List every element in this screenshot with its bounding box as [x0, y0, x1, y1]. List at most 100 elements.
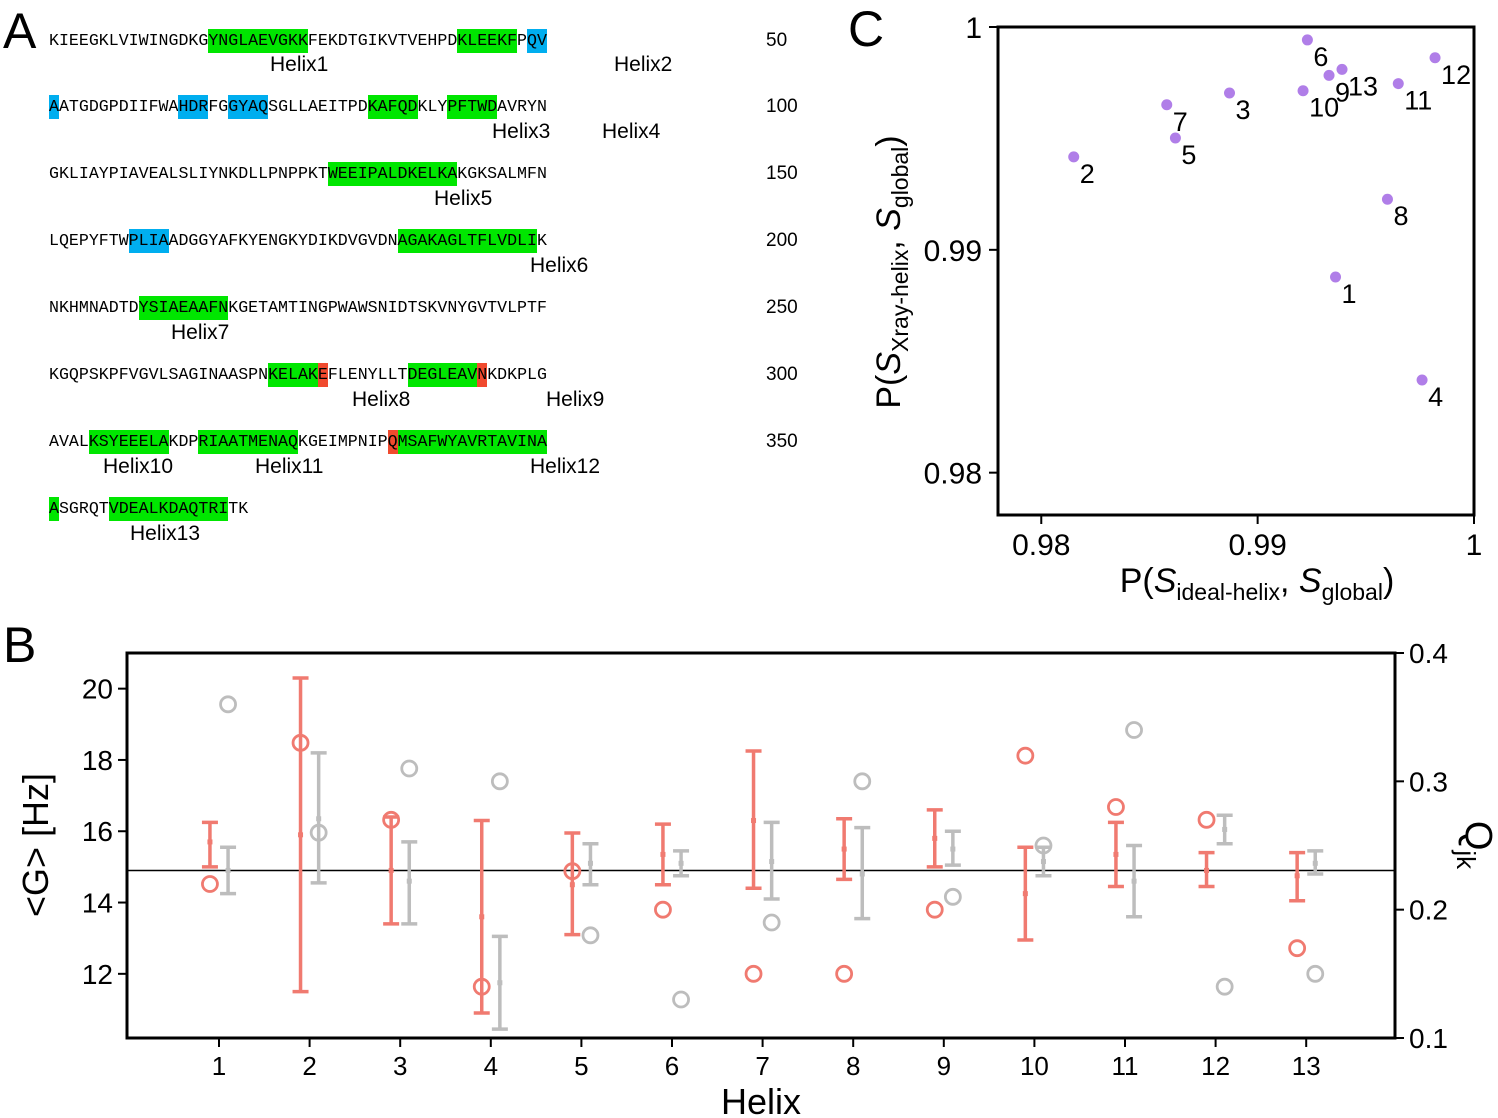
q-marker — [744, 964, 763, 983]
seq-segment: KDKPLG — [487, 365, 547, 384]
q-marker — [853, 772, 872, 791]
plot-frame-b — [125, 651, 1397, 1040]
seq-segment-helix: KAFQD — [367, 95, 418, 119]
helix-label-3: Helix3 — [492, 120, 551, 143]
x-tick-label-c: 0.99 — [1228, 529, 1286, 562]
q-marker — [762, 913, 781, 932]
x-tick-label-b: 12 — [1201, 1051, 1230, 1081]
helix-label-6: Helix6 — [530, 254, 589, 277]
error-bar — [491, 934, 508, 1031]
seq-segment: AVAL — [49, 432, 89, 451]
sequence-line: AVALKSYEEELAKDPRIAATMENAQKGEIMPNIPQMSAFW… — [49, 430, 547, 454]
sequence-panel: KIEEGKLVIWINGDKGYNGLAEVGKKFEKDTGIKVTVEHP… — [0, 0, 840, 560]
scatter-point — [1161, 99, 1173, 111]
point-label: 6 — [1313, 42, 1328, 72]
y-axis-label-c: P(SXray-helix, Sglobal) — [870, 135, 913, 408]
scatter-point — [1392, 78, 1404, 90]
error-bar — [473, 818, 490, 1015]
point-label: 8 — [1393, 201, 1408, 231]
point-label: 10 — [1309, 93, 1339, 123]
y-left-tick-label-b: 18 — [82, 745, 113, 776]
error-bar — [763, 820, 780, 901]
sequence-number: 50 — [766, 30, 788, 51]
point-label: 3 — [1236, 95, 1251, 125]
helix-label-7: Helix7 — [171, 321, 230, 344]
sequence-line: GKLIAYPIAVEALSLIYNKDLLPNPPKTWEEIPALDKELK… — [49, 162, 547, 186]
scatter-point — [1381, 193, 1393, 205]
seq-segment: KGQPSKPFVGVLSAGINAASPN — [49, 365, 269, 384]
q-marker — [490, 772, 509, 791]
error-bar — [673, 849, 690, 878]
sequence-line: KIEEGKLVIWINGDKGYNGLAEVGKKFEKDTGIKVTVEHP… — [49, 29, 547, 53]
seq-segment: KLY — [417, 97, 448, 116]
x-tick-label-b: 11 — [1112, 1051, 1139, 1081]
point-label: 4 — [1428, 382, 1443, 412]
error-bar — [310, 751, 327, 885]
error-bar — [401, 840, 418, 926]
scatter-point — [1323, 69, 1335, 81]
helix-label-4: Helix4 — [602, 120, 661, 143]
x-tick-label-b: 7 — [755, 1051, 769, 1081]
point-label: 2 — [1080, 159, 1095, 189]
seq-segment-helix: DEGLEAV — [407, 363, 478, 387]
q-marker — [1288, 939, 1307, 958]
seq-segment: KGETAMTINGPWAWSNIDTSKVNYGVTVLPTF — [228, 298, 547, 317]
q-marker — [472, 977, 491, 996]
q-marker — [201, 875, 219, 893]
seq-segment: NKHMNADTD — [49, 298, 139, 317]
x-tick-label-b: 13 — [1292, 1051, 1321, 1081]
sequence-number: 250 — [766, 297, 798, 318]
q-marker — [1125, 721, 1143, 739]
q-marker — [219, 695, 237, 714]
sequence-line: KGQPSKPFVGVLSAGINAASPNKELAKEFLENYLLTDEGL… — [49, 363, 547, 387]
point-label: 7 — [1173, 107, 1188, 137]
seq-segment-red: N — [477, 363, 488, 387]
seq-segment-helix: PFTWD — [447, 95, 498, 119]
q-marker — [1016, 746, 1035, 765]
sequence-number: 100 — [766, 96, 798, 117]
x-tick-label-c: 1 — [1466, 529, 1483, 562]
y-left-tick-label-b: 20 — [82, 674, 113, 705]
helix-label-8: Helix8 — [352, 388, 411, 411]
q-marker — [382, 810, 401, 829]
x-tick-label-b: 4 — [484, 1051, 498, 1081]
scatter-point — [1068, 151, 1080, 163]
x-tick-label-b: 1 — [212, 1051, 226, 1081]
q-marker — [563, 862, 582, 881]
seq-segment: K — [536, 231, 547, 250]
y-right-tick-label-b: 0.4 — [1409, 638, 1448, 669]
q-marker — [654, 900, 672, 919]
seq-segment-helix: AGAKAGLTFLVDLI — [397, 229, 537, 253]
point-label: 13 — [1348, 71, 1378, 101]
point-label: 9 — [1335, 77, 1350, 107]
helix-label-2: Helix2 — [614, 53, 673, 76]
scatter-point — [1169, 132, 1181, 144]
sequence-line: AATGDGPDIIFWAHDRFGGYAQSGLLAEITPDKAFQDKLY… — [49, 95, 547, 119]
x-tick-label-b: 5 — [574, 1051, 588, 1081]
sequence-line: ASGRQTVDEALKDAQTRITK — [49, 497, 248, 521]
seq-segment: P — [517, 31, 528, 50]
y-left-tick-label-b: 16 — [82, 816, 113, 847]
x-axis-label-b: Helix — [721, 1081, 801, 1118]
error-bar — [383, 815, 400, 926]
error-bar — [220, 845, 237, 896]
error-bar — [944, 829, 961, 867]
q-marker — [1215, 977, 1234, 996]
helix-label-1: Helix1 — [270, 53, 329, 76]
seq-segment: AVRYN — [497, 97, 547, 116]
sequence-number: 350 — [766, 431, 798, 452]
error-bar — [292, 676, 309, 994]
q-marker — [943, 887, 962, 906]
seq-segment: KDP — [168, 432, 199, 451]
error-bar — [1307, 849, 1324, 876]
seq-segment-helix: KLEEKF — [457, 29, 518, 53]
q-marker — [1107, 798, 1125, 816]
scatter-point — [1330, 271, 1342, 283]
seq-segment: TK — [228, 499, 249, 518]
sequence-number: 200 — [766, 230, 798, 251]
x-tick-label-c: 0.98 — [1012, 529, 1070, 562]
seq-segment-helix: WEEIPALDKELKA — [327, 162, 458, 186]
y-tick-label-c: 0.98 — [924, 458, 982, 491]
seq-segment-helix: MSAFWYAVRTAVINA — [397, 430, 547, 454]
